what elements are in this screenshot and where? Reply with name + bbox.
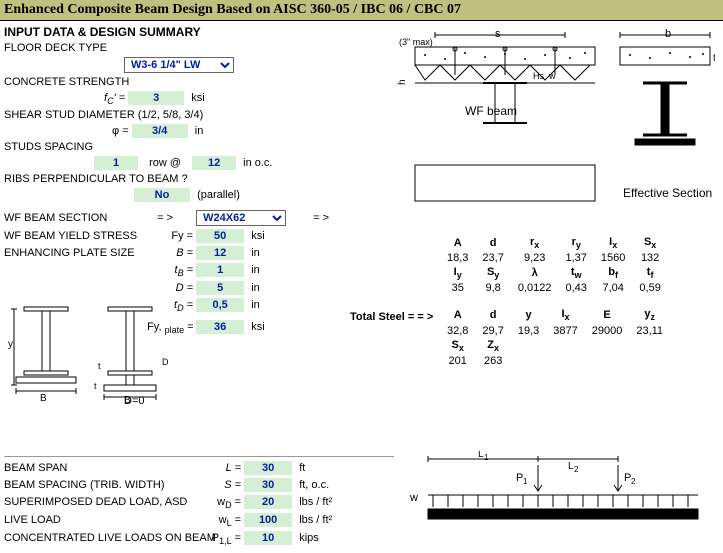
- wfsection-arrow2: = >: [313, 212, 329, 224]
- svg-text:t: t: [713, 53, 715, 64]
- fy-label: WF BEAM YIELD STRESS: [4, 230, 154, 242]
- span-label: BEAM SPAN: [4, 462, 204, 474]
- plate-tD-sym: tD =: [174, 299, 193, 311]
- ll-sym: wL =: [207, 514, 241, 528]
- trib-label: BEAM SPACING (TRIB. WIDTH): [4, 479, 204, 491]
- total-steel-label: Total Steel = = >: [350, 311, 433, 323]
- beam-load-diagram: L1 L2 P1 P2 w: [408, 451, 708, 525]
- ll-unit: lbs / ft²: [299, 514, 332, 526]
- span-value[interactable]: 30: [244, 461, 292, 475]
- concrete-value[interactable]: 3: [128, 91, 184, 105]
- dl-label: SUPERIMPOSED DEAD LOAD, ASD: [4, 496, 204, 508]
- spacing-value[interactable]: 12: [192, 156, 236, 170]
- plate-tB-sym: tB =: [175, 264, 194, 276]
- wfsection-select[interactable]: W24X62: [196, 210, 286, 226]
- dl-sym: wD =: [207, 496, 241, 510]
- plate-tD-unit: in: [251, 299, 260, 311]
- svg-text:WF beam: WF beam: [465, 104, 517, 118]
- spacing-unit: in o.c.: [243, 157, 272, 169]
- dl-unit: lbs / ft²: [299, 496, 332, 508]
- svg-text:Hs: Hs: [533, 71, 544, 81]
- spacing-rows[interactable]: 1: [94, 156, 138, 170]
- svg-text:(3" max): (3" max): [399, 37, 433, 47]
- composite-section-diagram: s: [395, 25, 715, 225]
- stud-dia-sym: φ =: [112, 125, 129, 137]
- plate-D-unit: in: [251, 282, 260, 294]
- spacing-label: STUDS SPACING: [4, 141, 114, 153]
- svg-text:y: y: [8, 339, 13, 350]
- span-sym: L =: [226, 462, 241, 474]
- ll-label: LIVE LOAD: [4, 514, 204, 526]
- svg-text:t: t: [94, 381, 97, 391]
- deck-type-label: FLOOR DECK TYPE: [4, 42, 224, 54]
- ribs-note: (parallel): [197, 189, 240, 201]
- ribs-label: RIBS PERPENDICULAR TO BEAM ?: [4, 173, 188, 185]
- section-diagram-left: y B B D t t: [6, 297, 176, 407]
- svg-text:h: h: [397, 79, 408, 85]
- stud-dia-label: SHEAR STUD DIAMETER (1/2, 5/8, 3/4): [4, 109, 203, 121]
- plate-Fy-value[interactable]: 36: [196, 320, 244, 334]
- section-props-total: A d y Ix E yz 32,829,719,3 38772900023,1…: [440, 307, 670, 367]
- title-bar: Enhanced Composite Beam Design Based on …: [0, 0, 723, 21]
- point-sym: P1,L =: [207, 532, 241, 546]
- svg-text:D: D: [162, 357, 169, 367]
- plate-B-value[interactable]: 12: [196, 246, 244, 260]
- trib-value[interactable]: 30: [244, 478, 292, 492]
- point-value[interactable]: 10: [244, 531, 292, 545]
- svg-text:Effective Section: Effective Section: [623, 186, 712, 200]
- point-label: CONCENTRATED LIVE LOADS ON BEAM: [4, 532, 204, 544]
- plate-B-sym: B =: [176, 247, 193, 259]
- point-unit: kips: [299, 532, 319, 544]
- fy-value[interactable]: 50: [196, 229, 244, 243]
- svg-text:B: B: [40, 393, 47, 404]
- plate-tB-unit: in: [251, 264, 260, 276]
- section-header: INPUT DATA & DESIGN SUMMARY: [4, 25, 394, 39]
- concrete-label: CONCRETE STRENGTH: [4, 76, 129, 88]
- svg-text:w: w: [409, 492, 418, 504]
- stud-dia-unit: in: [195, 125, 204, 137]
- ribs-value[interactable]: No: [134, 188, 190, 202]
- spacing-mid: row @: [149, 157, 181, 169]
- fy-sym: Fy =: [157, 230, 193, 242]
- deck-type-select[interactable]: W3-6 1/4" LW: [124, 57, 234, 73]
- svg-text:1: 1: [484, 453, 489, 462]
- plate-D-value[interactable]: 5: [196, 281, 244, 295]
- svg-text:b: b: [665, 28, 671, 40]
- plate-label: ENHANCING PLATE SIZE: [4, 247, 154, 259]
- plate-Fy-unit: ksi: [251, 321, 264, 333]
- ll-value[interactable]: 100: [244, 513, 292, 527]
- svg-text:w: w: [548, 71, 556, 81]
- dl-value[interactable]: 20: [244, 495, 292, 509]
- svg-text:2: 2: [631, 477, 636, 486]
- concrete-sym: fC' =: [104, 92, 125, 104]
- section-props-1: A d rx ry Ix Sx 18,323,79,23 1,371560132…: [440, 235, 668, 295]
- stud-dia-value[interactable]: 3/4: [132, 124, 188, 138]
- svg-text:s: s: [495, 28, 501, 40]
- span-unit: ft: [299, 462, 305, 474]
- concrete-unit: ksi: [191, 92, 204, 104]
- trib-unit: ft, o.c.: [299, 479, 329, 491]
- svg-text:2: 2: [574, 465, 579, 474]
- d-zero-note: D=0: [124, 395, 145, 407]
- wfsection-arrow: = >: [157, 212, 193, 224]
- plate-D-sym: D =: [176, 282, 193, 294]
- fy-unit: ksi: [251, 230, 264, 242]
- trib-sym: S =: [224, 479, 241, 491]
- plate-B-unit: in: [251, 247, 260, 259]
- wfsection-label: WF BEAM SECTION: [4, 212, 154, 224]
- plate-tD-value[interactable]: 0,5: [196, 298, 244, 312]
- svg-text:1: 1: [523, 477, 528, 486]
- plate-tB-value[interactable]: 1: [196, 263, 244, 277]
- svg-text:t: t: [98, 361, 101, 371]
